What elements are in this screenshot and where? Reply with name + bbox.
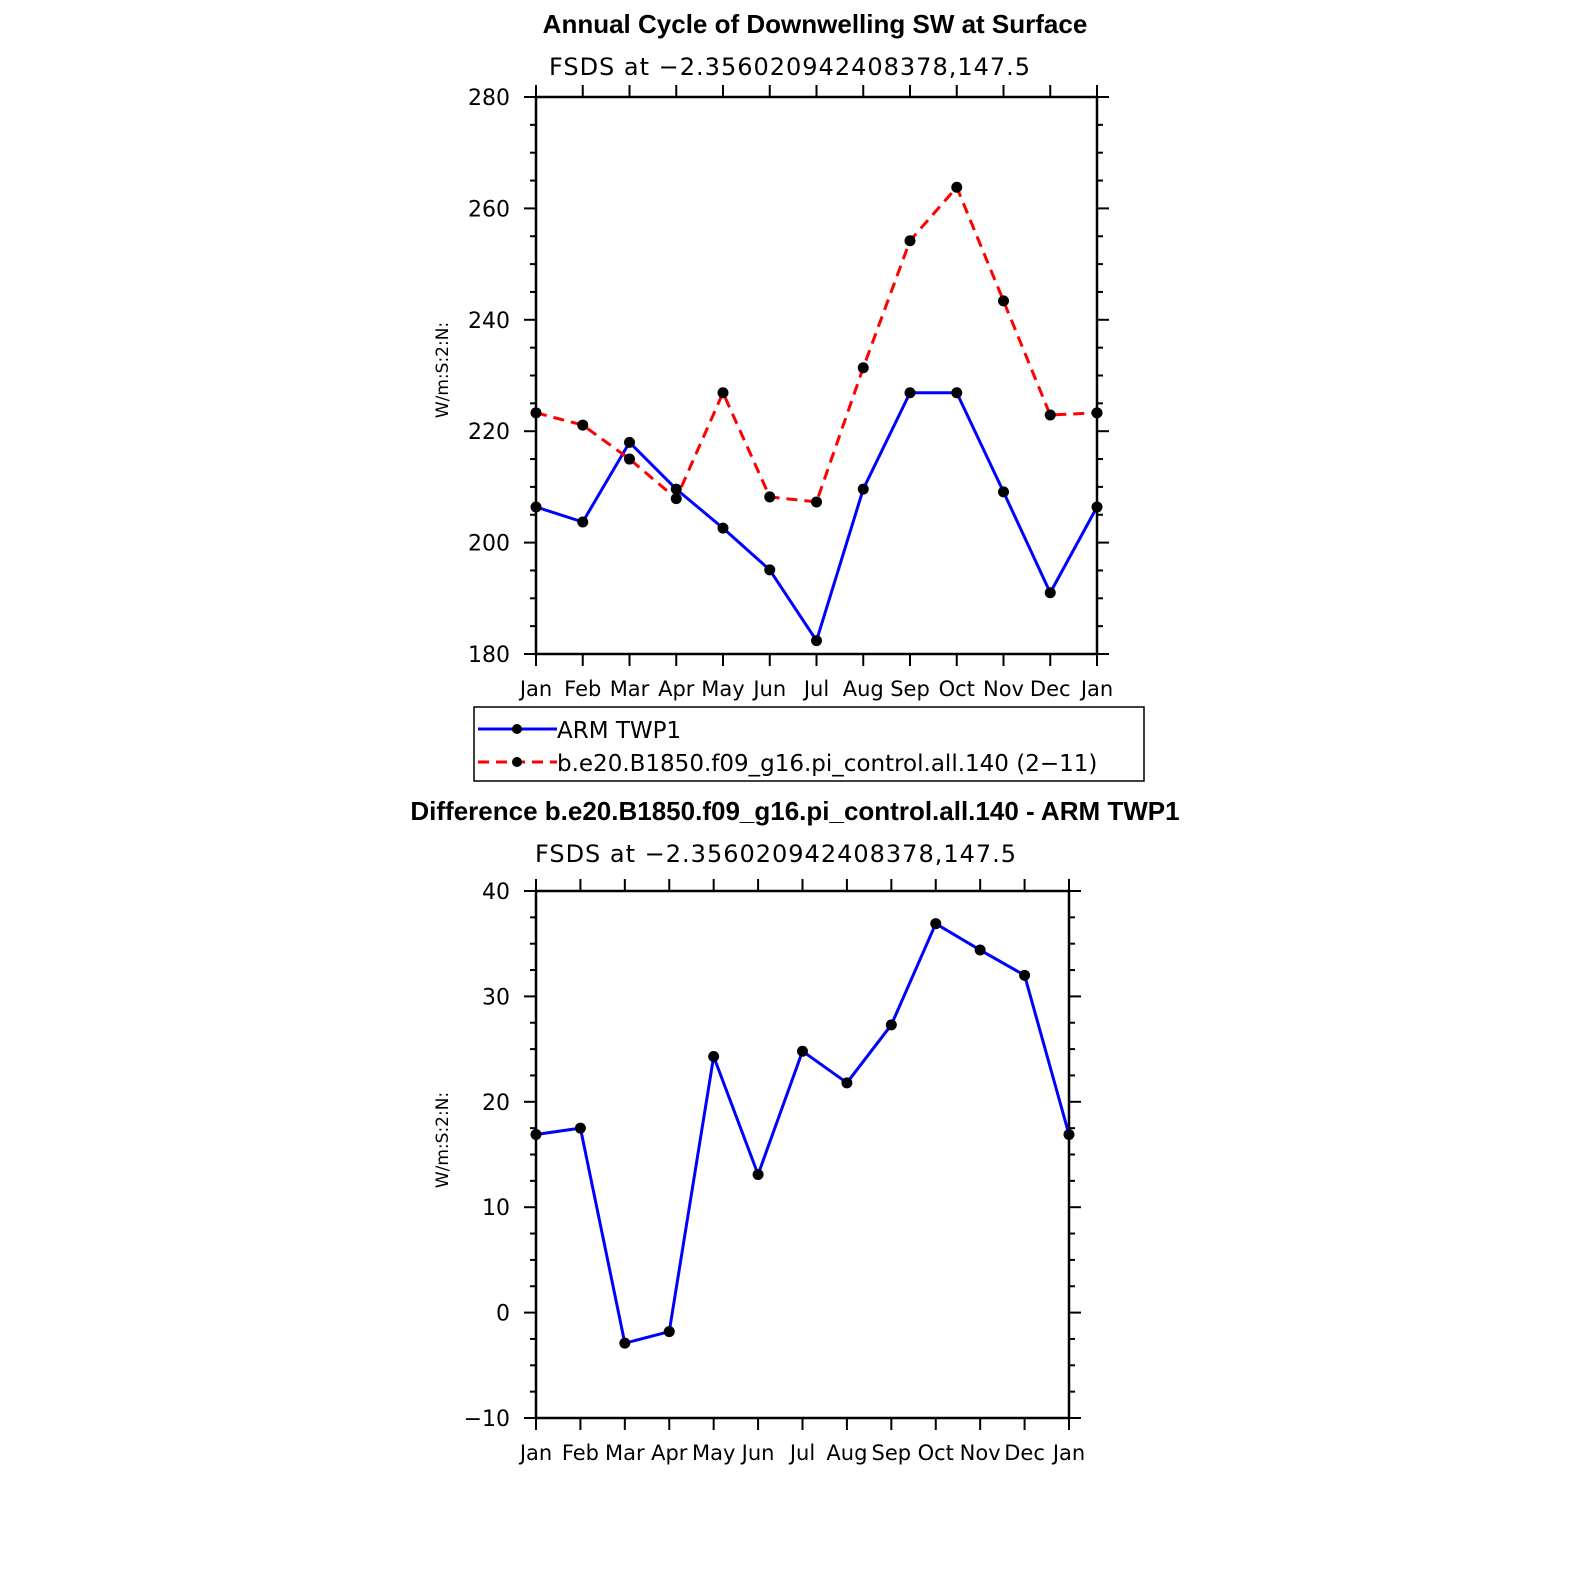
chart1-xtick-label: Jan [518,677,552,701]
chart1-frame [534,95,1099,656]
chart2-series-1-point [663,1326,675,1338]
chart2-xtick-label: Jun [740,1441,775,1465]
chart1-series-2-point [998,295,1009,307]
chart1-ytick-label: 240 [468,309,510,334]
chart2-ytick-label: 40 [482,880,510,905]
chart1-series-2-point [717,387,729,399]
chart1-series-1-point [577,516,589,528]
chart2-xtick-label: Sep [872,1441,912,1465]
chart1-subtitle: FSDS at −2.356020942408378,147.5 [549,53,1031,81]
chart1-series-2-point [530,407,542,419]
chart1-series-1-point [670,483,682,495]
chart1-ytick-label: 180 [468,643,510,668]
chart2-series-1-point [1063,1128,1075,1140]
chart1-ytick-label: 220 [468,420,510,445]
chart2-series-1-point [530,1128,542,1140]
chart1-xtick-label: Sep [890,677,930,701]
chart1-series-1-point [904,387,916,399]
legend-series1-label: ARM TWP1 [557,718,681,744]
chart1-series-1-point [764,564,776,576]
chart1-ytick-label: 260 [468,197,510,222]
chart1-series-1-point [1044,587,1056,599]
chart1-series-2-point [670,493,682,505]
chart1-legend: ARM TWP1 b.e20.B1850.f09_g16.pi_control.… [473,706,1145,782]
chart1-ytick-label: 280 [468,86,510,111]
chart2-xtick-label: Jan [518,1441,552,1465]
chart2-series-1-point [930,918,942,930]
chart2-xtick-label: Jul [788,1441,815,1465]
chart2-series-1-point [708,1050,720,1062]
chart2-xtick-label: Aug [826,1441,867,1465]
chart2-xtick-label: Apr [651,1441,688,1465]
chart1-series-2-point [577,419,589,431]
chart2-series-1-point [574,1122,586,1134]
chart1-series-2-point [1044,409,1056,421]
chart1-series-1-point [998,486,1009,498]
chart2-series-1-point [841,1077,853,1089]
chart1-ytick-label: 200 [468,532,510,557]
chart2-xtick-label: May [692,1441,735,1465]
chart1-series-2-point [624,453,635,465]
chart1-xtick-label: Nov [983,677,1024,701]
chart2-ytick-label: 0 [496,1302,510,1327]
chart1-title: Annual Cycle of Downwelling SW at Surfac… [543,9,1088,39]
chart1-series-2-point [1091,407,1103,419]
chart1-series-2-point [811,496,822,508]
chart1-series-2-point [764,491,776,503]
chart1-xtick-label: Apr [658,677,695,701]
chart1-series-1-point [624,436,635,448]
chart1-plot: Jan Feb Mar Apr May Jun Jul Aug Sep Oct Nov Dec Jan 1… [468,85,1113,701]
chart2-xtick-label: Oct [918,1441,954,1465]
legend-series2-marker [512,757,522,767]
chart1-series-1-point [1091,501,1103,513]
chart1-xtick-label: Jul [802,677,829,701]
chart1-series-2-point [904,235,916,247]
chart1-xtick-label: May [701,677,744,701]
chart1-xtick-label: Feb [564,677,601,701]
chart1-series-2-point [857,362,869,374]
chart2-xtick-label: Feb [562,1441,599,1465]
legend-series2-label: b.e20.B1850.f09_g16.pi_control.all.140 (… [557,751,1097,777]
chart1-xtick-label: Jun [751,677,786,701]
chart2-series-1-point [619,1337,631,1349]
chart2-ytick-label: 30 [482,985,510,1010]
chart2-ytick-label: 10 [482,1196,510,1221]
chart2-subtitle: FSDS at −2.356020942408378,147.5 [535,840,1017,868]
chart1-series-1-point [530,501,542,513]
chart2-plot: Jan Feb Mar Apr May Jun Jul Aug Sep Oct Nov Dec Jan−… [464,879,1085,1465]
chart2-series-1-point [797,1045,808,1057]
chart2-ytick-label: −10 [464,1407,510,1432]
chart2-xtick-label: Jan [1051,1441,1085,1465]
chart2-series-1-point [974,944,986,956]
chart1-series-1-line [535,391,1099,643]
chart1-series-1-point [811,635,822,647]
chart2-series-1-point [752,1169,764,1181]
chart2-ylabel: W/m:S:2:N: [433,1092,453,1188]
chart1-ylabel: W/m:S:2:N: [433,322,453,418]
chart1-series-2-point [951,181,963,193]
chart2-ytick-label: 20 [482,1091,510,1116]
chart1-series-2-line [535,185,1098,504]
chart1-xtick-label: Aug [843,677,884,701]
chart1-xtick-label: Oct [939,677,975,701]
chart2-xtick-label: Dec [1004,1441,1045,1465]
chart1-series-1-point [857,483,869,495]
legend-series1-marker [512,724,522,734]
chart2-xtick-label: Mar [605,1441,645,1465]
chart2-series-1-point [1019,969,1031,981]
chart1-series-1-point [717,522,729,534]
chart2-series-1-line [535,922,1071,1345]
chart2-xtick-label: Nov [960,1441,1001,1465]
legend-box [473,706,1145,782]
chart1-series-1-point [951,387,963,399]
chart1-xtick-label: Jan [1079,677,1113,701]
chart1-xtick-label: Mar [610,677,650,701]
chart1-xtick-label: Dec [1030,677,1071,701]
chart2-series-1-point [885,1019,897,1031]
chart2-frame [534,889,1071,1420]
chart2-title: Difference b.e20.B1850.f09_g16.pi_contro… [410,796,1179,826]
